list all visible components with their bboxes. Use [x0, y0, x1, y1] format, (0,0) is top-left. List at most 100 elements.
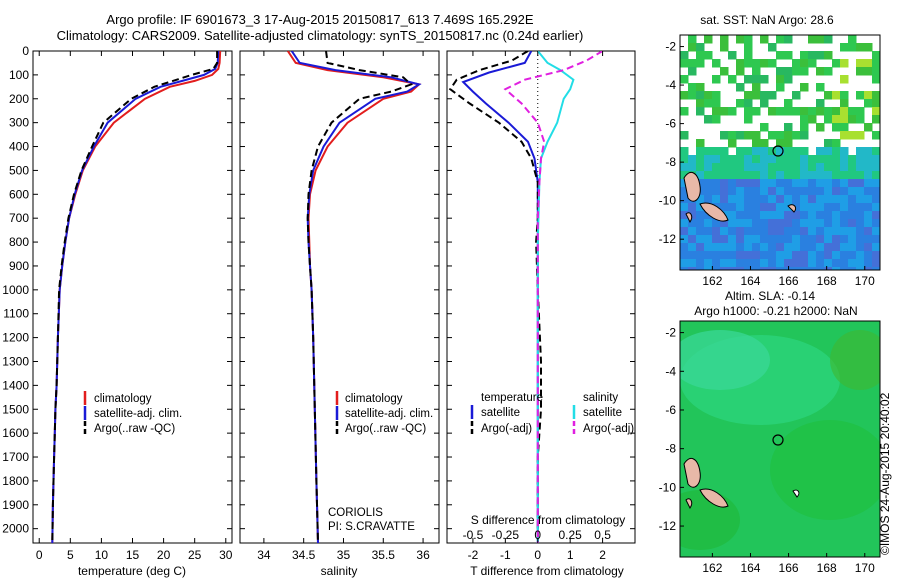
sst-cell	[872, 179, 880, 188]
sst-cell	[744, 195, 753, 204]
sst-cell	[680, 179, 689, 188]
sst-cell	[776, 147, 785, 156]
sst-cell	[768, 91, 777, 100]
sst-cell	[808, 203, 817, 212]
sst-cell	[752, 155, 761, 164]
sst-cell	[816, 155, 825, 164]
sst-cell	[832, 187, 841, 196]
island-shape	[699, 488, 729, 508]
island-shape	[699, 202, 729, 222]
map-y-tick-label: -10	[659, 480, 677, 494]
y-tick-label: 500	[9, 163, 29, 177]
y-tick-label: 700	[9, 211, 29, 225]
sst-cell	[768, 251, 777, 260]
sst-cell	[864, 171, 873, 180]
sst-cell	[704, 35, 713, 44]
sst-cell	[792, 91, 801, 100]
sst-cell	[776, 211, 785, 220]
sst-cell	[792, 59, 801, 68]
sst-cell	[872, 115, 880, 124]
sst-cell	[680, 59, 689, 68]
y-tick-label: 1600	[2, 426, 29, 440]
sst-map-ticks: 162 164 166 168 170 -2 -4 -6 -8 -10 -12	[659, 40, 875, 288]
sst-cell	[800, 83, 809, 92]
sst-cell	[760, 91, 769, 100]
sst-cell	[704, 155, 713, 164]
sst-cell	[856, 155, 865, 164]
sst-cell	[712, 155, 721, 164]
sst-cell	[840, 91, 849, 100]
sst-cell	[864, 163, 873, 172]
sst-cell	[744, 75, 753, 84]
sst-cell	[736, 203, 745, 212]
sst-cell	[832, 267, 841, 270]
sst-cell	[848, 171, 857, 180]
sst-cell	[856, 131, 865, 140]
sst-cell	[832, 243, 841, 252]
sst-cell	[744, 43, 753, 52]
sst-cell	[840, 155, 849, 164]
sst-cell	[848, 219, 857, 228]
sst-cell	[832, 179, 841, 188]
sst-cell	[800, 59, 809, 68]
sst-cell	[856, 203, 865, 212]
x-tick-label: 10	[95, 548, 109, 562]
sst-cell	[792, 187, 801, 196]
sst-cell	[832, 251, 841, 260]
legend-heading-temperature: temperature	[481, 392, 543, 404]
sst-cell	[840, 163, 849, 172]
map-y-tick-label: -10	[659, 194, 677, 208]
x-tick-label: 35.5	[372, 548, 396, 562]
sst-cell	[760, 267, 769, 270]
sst-cell	[824, 171, 833, 180]
sst-cell	[864, 187, 873, 196]
sst-cell	[696, 195, 705, 204]
sst-cell	[736, 99, 745, 108]
sst-cell	[784, 227, 793, 236]
sst-cell	[752, 235, 761, 244]
sst-cell	[768, 179, 777, 188]
sst-cell	[872, 235, 880, 244]
sst-cell	[792, 171, 801, 180]
sst-cell	[744, 259, 753, 268]
sst-cell	[872, 75, 880, 84]
sst-cell	[840, 219, 849, 228]
legend-label: satellite-adj. clim.	[345, 408, 433, 420]
sst-cell	[840, 115, 849, 124]
sst-cell	[752, 219, 761, 228]
y-tick-label: 1900	[2, 498, 29, 512]
sst-cell	[776, 131, 785, 140]
sst-cell	[728, 51, 737, 60]
sst-cell	[688, 203, 697, 212]
sst-cell	[856, 147, 865, 156]
series-salinity-satellite	[536, 51, 575, 543]
sst-cell	[848, 227, 857, 236]
sst-cell	[760, 195, 769, 204]
sst-cell	[760, 35, 769, 44]
sst-cell	[832, 155, 841, 164]
sst-cell	[832, 147, 841, 156]
sst-cell	[776, 35, 785, 44]
sst-cell	[816, 203, 825, 212]
sst-cell	[808, 187, 817, 196]
sst-cell	[752, 267, 761, 270]
sst-cell	[760, 99, 769, 108]
sst-cell	[696, 107, 705, 116]
sst-cell	[752, 107, 761, 116]
sst-cell	[744, 227, 753, 236]
sst-cell	[680, 211, 689, 220]
x-tick-label: 5	[67, 548, 74, 562]
axis-ticks-group: 0 5 10 15 20 25 300100200300400500600700800900…	[2, 44, 635, 562]
sst-cell	[824, 187, 833, 196]
sst-cell	[872, 147, 880, 156]
sst-cell	[752, 171, 761, 180]
sst-cell	[712, 195, 721, 204]
sst-cell	[728, 259, 737, 268]
sst-cell	[752, 243, 761, 252]
sst-cell	[792, 235, 801, 244]
top-tick-label: 0.5	[594, 528, 611, 542]
sst-cell	[792, 267, 801, 270]
sst-cell	[840, 107, 849, 116]
sst-cell	[712, 187, 721, 196]
sst-cell	[776, 251, 785, 260]
